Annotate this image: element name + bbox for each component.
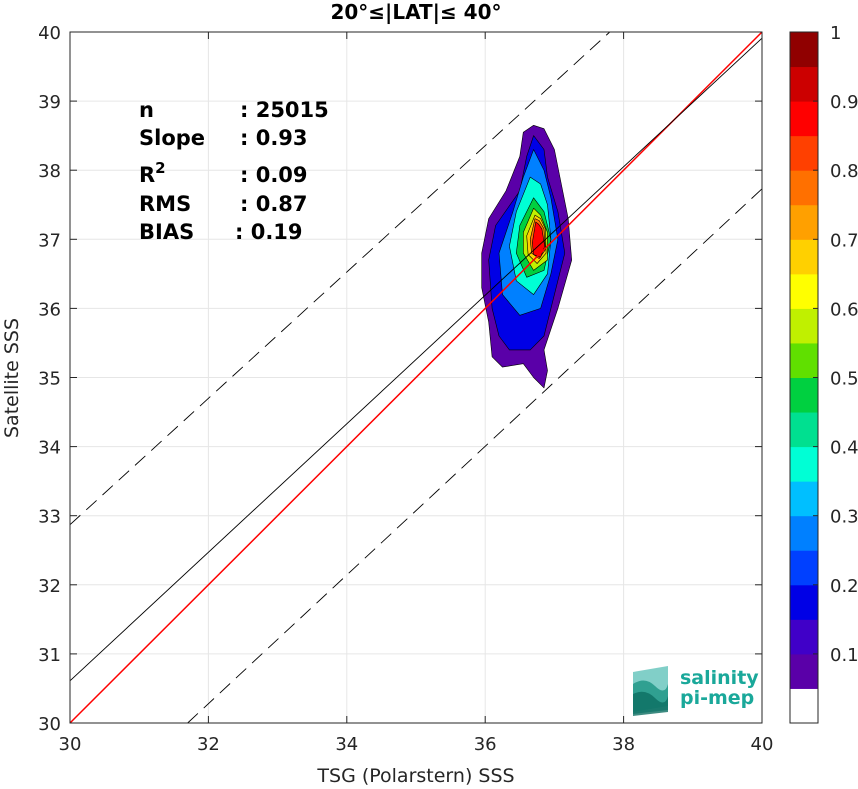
x-tick-label: 34: [335, 734, 358, 755]
stat-value: : 0.87: [240, 192, 308, 216]
stat-value: : 0.93: [240, 126, 308, 150]
x-axis-label: TSG (Polarstern) SSS: [316, 765, 514, 787]
upper-bound-line: [69, 31, 611, 526]
colorbar-segment: [790, 66, 818, 102]
stat-label: n: [139, 98, 154, 122]
colorbar-segment: [790, 308, 818, 344]
colorbar-tick-label: 0.1: [830, 645, 858, 666]
colorbar-tick-label: 1: [830, 23, 841, 44]
colorbar-tick-label: 0.6: [830, 299, 858, 320]
colorbar-segment: [790, 515, 818, 551]
stat-value: : 25015: [240, 98, 329, 122]
stat-value: : 0.09: [240, 163, 308, 187]
colorbar-segment: [790, 619, 818, 655]
logo-text-salinity: salinity: [680, 667, 759, 689]
reference-lines: [69, 31, 763, 724]
salinity-pi-mep-logo: salinity pi-mep: [633, 666, 759, 716]
y-axis-label: Satellite SSS: [1, 318, 23, 438]
y-tick-label: 34: [38, 438, 61, 459]
colorbar: [789, 31, 819, 724]
colorbar-segment: [790, 377, 818, 413]
stat-label: BIAS: [139, 220, 194, 244]
colorbar-segment: [790, 481, 818, 517]
colorbar-segment: [790, 32, 818, 68]
lower-bound-line: [187, 188, 763, 724]
x-tick-label: 36: [474, 734, 497, 755]
colorbar-segment: [790, 101, 818, 137]
axis-ticks: [69, 31, 763, 724]
stat-label: R2: [139, 159, 166, 187]
x-tick-label: 32: [197, 734, 220, 755]
regression-line: [69, 37, 763, 682]
stat-value: : 0.19: [235, 220, 303, 244]
y-tick-label: 40: [38, 23, 61, 44]
y-tick-label: 35: [38, 369, 61, 390]
y-tick-label: 39: [38, 92, 61, 113]
stat-label: RMS: [139, 192, 191, 216]
identity-line: [69, 31, 763, 724]
colorbar-tick-label: 0.9: [830, 92, 858, 113]
x-tick-label: 38: [612, 734, 635, 755]
colorbar-tick-label: 0.2: [830, 576, 858, 597]
colorbar-segment: [790, 342, 818, 378]
colorbar-segment: [790, 170, 818, 206]
colorbar-segment: [790, 446, 818, 482]
x-tick-labels: 30 32 34 36 38 40: [59, 734, 774, 755]
x-tick-label: 40: [751, 734, 774, 755]
y-tick-labels: 30 31 32 33 34 35 36 37 38 39 40: [38, 23, 61, 735]
colorbar-tick-label: 0.7: [830, 230, 858, 251]
colorbar-tick-labels: 0.1 0.2 0.3 0.4 0.5 0.6 0.7 0.8 0.9 1: [830, 23, 858, 666]
y-tick-label: 31: [38, 645, 61, 666]
y-tick-label: 38: [38, 161, 61, 182]
colorbar-segment: [790, 550, 818, 586]
y-tick-label: 30: [38, 714, 61, 735]
colorbar-tick-label: 0.8: [830, 161, 858, 182]
colorbar-tick-label: 0.4: [830, 438, 858, 459]
colorbar-segment: [790, 653, 818, 689]
y-tick-label: 32: [38, 576, 61, 597]
colorbar-segment: [790, 135, 818, 171]
colorbar-segment: [790, 239, 818, 275]
colorbar-tick-label: 0.5: [830, 369, 858, 390]
y-tick-label: 36: [38, 299, 61, 320]
colorbar-tick-label: 0.3: [830, 507, 858, 528]
x-tick-label: 30: [59, 734, 82, 755]
y-tick-label: 37: [38, 230, 61, 251]
colorbar-segment: [790, 412, 818, 448]
logo-wave-icon-base: [633, 691, 668, 716]
chart-title: 20°≤|LAT|≤ 40°: [330, 0, 501, 24]
stat-label: Slope: [139, 126, 205, 150]
colorbar-segment: [790, 688, 818, 724]
colorbar-segment: [790, 584, 818, 620]
logo-text-pi-mep: pi-mep: [680, 687, 754, 709]
statistics-box: n : 25015 Slope : 0.93 R2 : 0.09 RMS : 0.87 BIAS…: [139, 98, 329, 244]
stat-label-superscript: 2: [155, 159, 165, 177]
colorbar-segment: [790, 204, 818, 240]
colorbar-segment: [790, 273, 818, 309]
y-tick-label: 33: [38, 507, 61, 528]
